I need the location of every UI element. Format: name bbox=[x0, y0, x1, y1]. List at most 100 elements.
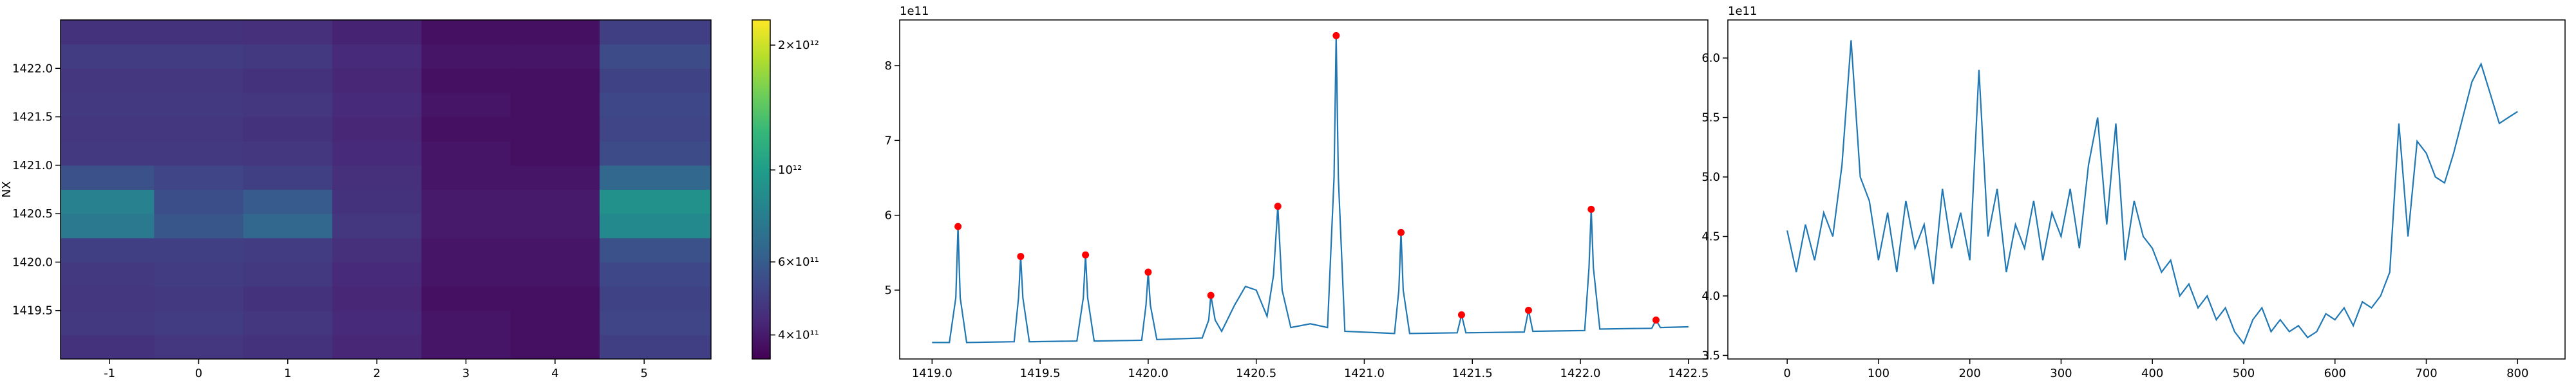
heatmap-cell bbox=[600, 335, 712, 360]
heatmap-cell bbox=[332, 214, 422, 239]
heatmap-cell bbox=[61, 262, 155, 287]
heatmap-cell bbox=[243, 141, 333, 166]
heatmap-cell bbox=[61, 20, 155, 45]
colorbar-tick-label: 2×10¹² bbox=[778, 39, 819, 52]
heatmap-cell bbox=[510, 237, 600, 262]
heatmap-cell bbox=[154, 286, 244, 311]
heatmap-cell bbox=[600, 286, 712, 311]
y-tick-label: 1420.0 bbox=[12, 255, 53, 269]
heatmap-cell bbox=[61, 310, 155, 335]
heatmap-cell bbox=[332, 68, 422, 93]
x-tick-label: 1421.0 bbox=[1344, 367, 1385, 380]
heatmap-cell bbox=[510, 286, 600, 311]
heatmap-cell bbox=[154, 189, 244, 214]
heatmap-cell bbox=[600, 165, 712, 190]
y-tick-label: 1422.0 bbox=[12, 62, 53, 75]
heatmap-cell bbox=[421, 189, 511, 214]
colorbar-tick-label: 6×10¹¹ bbox=[778, 255, 819, 269]
heatmap-cell bbox=[600, 141, 712, 166]
axes-frame bbox=[60, 19, 712, 360]
heatmap-cell bbox=[61, 92, 155, 118]
x-tick-label: 800 bbox=[2506, 367, 2528, 380]
heatmap-cell bbox=[332, 189, 422, 214]
heatmap-cell bbox=[243, 189, 333, 214]
x-tick-label: 1420.0 bbox=[1128, 367, 1168, 380]
heatmap-cell bbox=[154, 335, 244, 360]
heatmap-cell bbox=[510, 44, 600, 69]
y-tick-label: 1420.5 bbox=[12, 207, 53, 221]
peak-marker bbox=[1397, 228, 1405, 236]
heatmap-cell bbox=[510, 335, 600, 360]
heatmap-cell bbox=[600, 20, 712, 45]
y-tick-label: 6 bbox=[885, 209, 892, 223]
heatmap-cell bbox=[154, 214, 244, 239]
heatmap-cell bbox=[154, 262, 244, 287]
heatmap-cell bbox=[332, 20, 422, 45]
peak-marker bbox=[1524, 306, 1532, 314]
peak-marker bbox=[954, 223, 962, 230]
x-tick-label: 4 bbox=[551, 367, 558, 380]
heatmap-cell bbox=[600, 189, 712, 214]
heatmap-cell bbox=[510, 92, 600, 118]
heatmap-cell bbox=[510, 141, 600, 166]
heatmap-cell bbox=[243, 310, 333, 335]
heatmap-cell bbox=[61, 141, 155, 166]
y-offset-label: 1e11 bbox=[1728, 5, 1757, 18]
heatmap-cell bbox=[510, 214, 600, 239]
y-tick-label: 5.5 bbox=[1701, 111, 1720, 125]
x-tick-label: 100 bbox=[1868, 367, 1889, 380]
x-tick-label: 1422.0 bbox=[1560, 367, 1601, 380]
heatmap-cell bbox=[510, 116, 600, 142]
x-tick-label: 600 bbox=[2324, 367, 2346, 380]
x-tick-label: 1422.5 bbox=[1668, 367, 1709, 380]
heatmap-cell bbox=[332, 92, 422, 118]
heatmap-cell bbox=[61, 116, 155, 142]
heatmap-cell bbox=[243, 116, 333, 142]
x-tick-label: 200 bbox=[1959, 367, 1981, 380]
colorbar bbox=[752, 19, 771, 360]
x-tick-label: 0 bbox=[1783, 367, 1790, 380]
heatmap-cell bbox=[421, 141, 511, 166]
heatmap-cell bbox=[421, 214, 511, 239]
heatmap-cell bbox=[421, 237, 511, 262]
heatmap-cell bbox=[332, 335, 422, 360]
heatmap-cell bbox=[61, 44, 155, 69]
y-tick-label: 5.0 bbox=[1701, 170, 1720, 184]
heatmap-cell bbox=[154, 44, 244, 69]
heatmap-cell bbox=[421, 262, 511, 287]
colorbar-tick-label: 4×10¹¹ bbox=[778, 329, 819, 342]
line-series bbox=[1786, 40, 2518, 345]
heatmap-cell bbox=[154, 116, 244, 142]
x-tick-label: 5 bbox=[641, 367, 648, 380]
heatmap-cell bbox=[332, 310, 422, 335]
heatmap-cell bbox=[154, 68, 244, 93]
x-tick-label: 1419.5 bbox=[1020, 367, 1061, 380]
y-tick-label: 3.5 bbox=[1701, 349, 1720, 362]
heatmap-cell bbox=[600, 310, 712, 335]
axes-frame bbox=[1727, 19, 2566, 360]
heatmap-cell bbox=[332, 165, 422, 190]
peak-marker bbox=[1457, 311, 1465, 318]
heatmap-cell bbox=[600, 262, 712, 287]
heatmap-cell bbox=[154, 92, 244, 118]
heatmap-cell bbox=[421, 335, 511, 360]
peak-marker bbox=[1587, 205, 1595, 213]
heatmap-cell bbox=[421, 68, 511, 93]
heatmap-cell bbox=[332, 141, 422, 166]
heatmap-cell bbox=[600, 214, 712, 239]
heatmap-cell bbox=[510, 68, 600, 93]
heatmap-cell bbox=[332, 116, 422, 142]
heatmap-cell bbox=[600, 68, 712, 93]
heatmap-cell bbox=[243, 20, 333, 45]
heatmap-cell bbox=[510, 189, 600, 214]
heatmap-cell bbox=[332, 44, 422, 69]
heatmap-cell bbox=[421, 20, 511, 45]
x-tick-label: 2 bbox=[373, 367, 380, 380]
x-tick-label: 1421.5 bbox=[1452, 367, 1493, 380]
heatmap-cell bbox=[61, 335, 155, 360]
heatmap-cell bbox=[243, 92, 333, 118]
line-series bbox=[932, 35, 1689, 344]
heatmap-cell bbox=[421, 310, 511, 335]
axes-frame bbox=[899, 19, 1709, 360]
